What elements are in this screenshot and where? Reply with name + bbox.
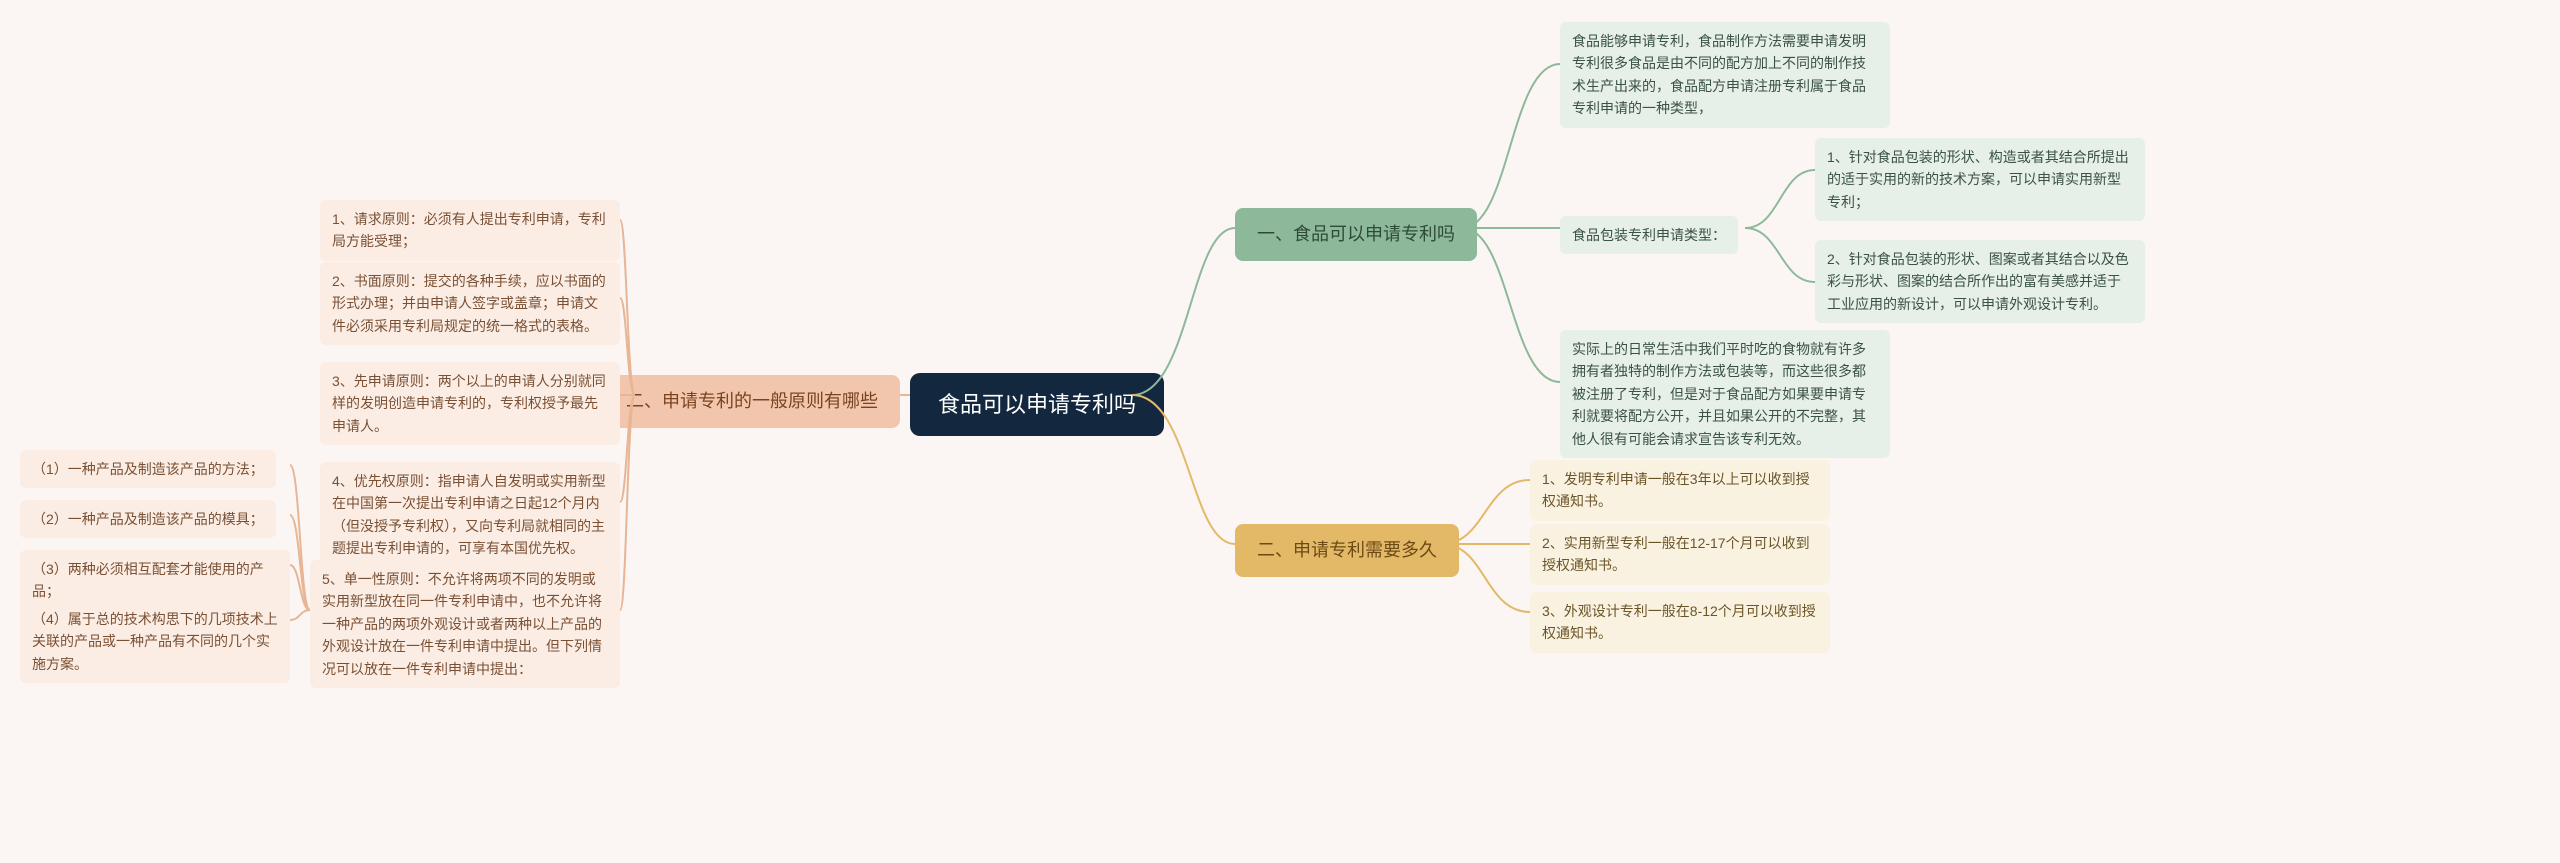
branch-yellow-label: 二、申请专利需要多久 — [1257, 540, 1437, 560]
green-leaf-2-1: 1、针对食品包装的形状、构造或者其结合所提出的适于实用的新的技术方案，可以申请实… — [1815, 138, 2145, 221]
green-leaf-2-2: 2、针对食品包装的形状、图案或者其结合以及色彩与形状、图案的结合所作出的富有美感… — [1815, 240, 2145, 323]
yellow-leaf-1: 1、发明专利申请一般在3年以上可以收到授权通知书。 — [1530, 460, 1830, 521]
root-label: 食品可以申请专利吗 — [938, 392, 1136, 417]
green-leaf-2: 食品包装专利申请类型： — [1560, 216, 1738, 254]
green-leaf-1: 食品能够申请专利，食品制作方法需要申请发明专利很多食品是由不同的配方加上不同的制… — [1560, 22, 1890, 128]
orange-leaf-1: 1、请求原则：必须有人提出专利申请，专利局方能受理； — [320, 200, 620, 261]
yellow-leaf-2: 2、实用新型专利一般在12-17个月可以收到授权通知书。 — [1530, 524, 1830, 585]
orange-leaf-2: 2、书面原则：提交的各种手续，应以书面的形式办理；并由申请人签字或盖章；申请文件… — [320, 262, 620, 345]
orange-leaf-3: 3、先申请原则：两个以上的申请人分别就同样的发明创造申请专利的，专利权授予最先申… — [320, 362, 620, 445]
root-node: 食品可以申请专利吗 — [910, 373, 1164, 436]
branch-orange: 二、申请专利的一般原则有哪些 — [604, 375, 900, 428]
branch-green: 一、食品可以申请专利吗 — [1235, 208, 1477, 261]
orange-leaf-5-2: （2）一种产品及制造该产品的模具； — [20, 500, 276, 538]
orange-leaf-5-4: （4）属于总的技术构思下的几项技术上关联的产品或一种产品有不同的几个实施方案。 — [20, 600, 290, 683]
orange-leaf-4: 4、优先权原则：指申请人自发明或实用新型在中国第一次提出专利申请之日起12个月内… — [320, 462, 620, 568]
yellow-leaf-3: 3、外观设计专利一般在8-12个月可以收到授权通知书。 — [1530, 592, 1830, 653]
branch-yellow: 二、申请专利需要多久 — [1235, 524, 1459, 577]
green-leaf-3: 实际上的日常生活中我们平时吃的食物就有许多拥有者独特的制作方法或包装等，而这些很… — [1560, 330, 1890, 458]
branch-orange-label: 二、申请专利的一般原则有哪些 — [626, 391, 878, 411]
orange-leaf-5-1: （1）一种产品及制造该产品的方法； — [20, 450, 276, 488]
orange-leaf-5: 5、单一性原则：不允许将两项不同的发明或实用新型放在同一件专利申请中，也不允许将… — [310, 560, 620, 688]
branch-green-label: 一、食品可以申请专利吗 — [1257, 224, 1455, 244]
